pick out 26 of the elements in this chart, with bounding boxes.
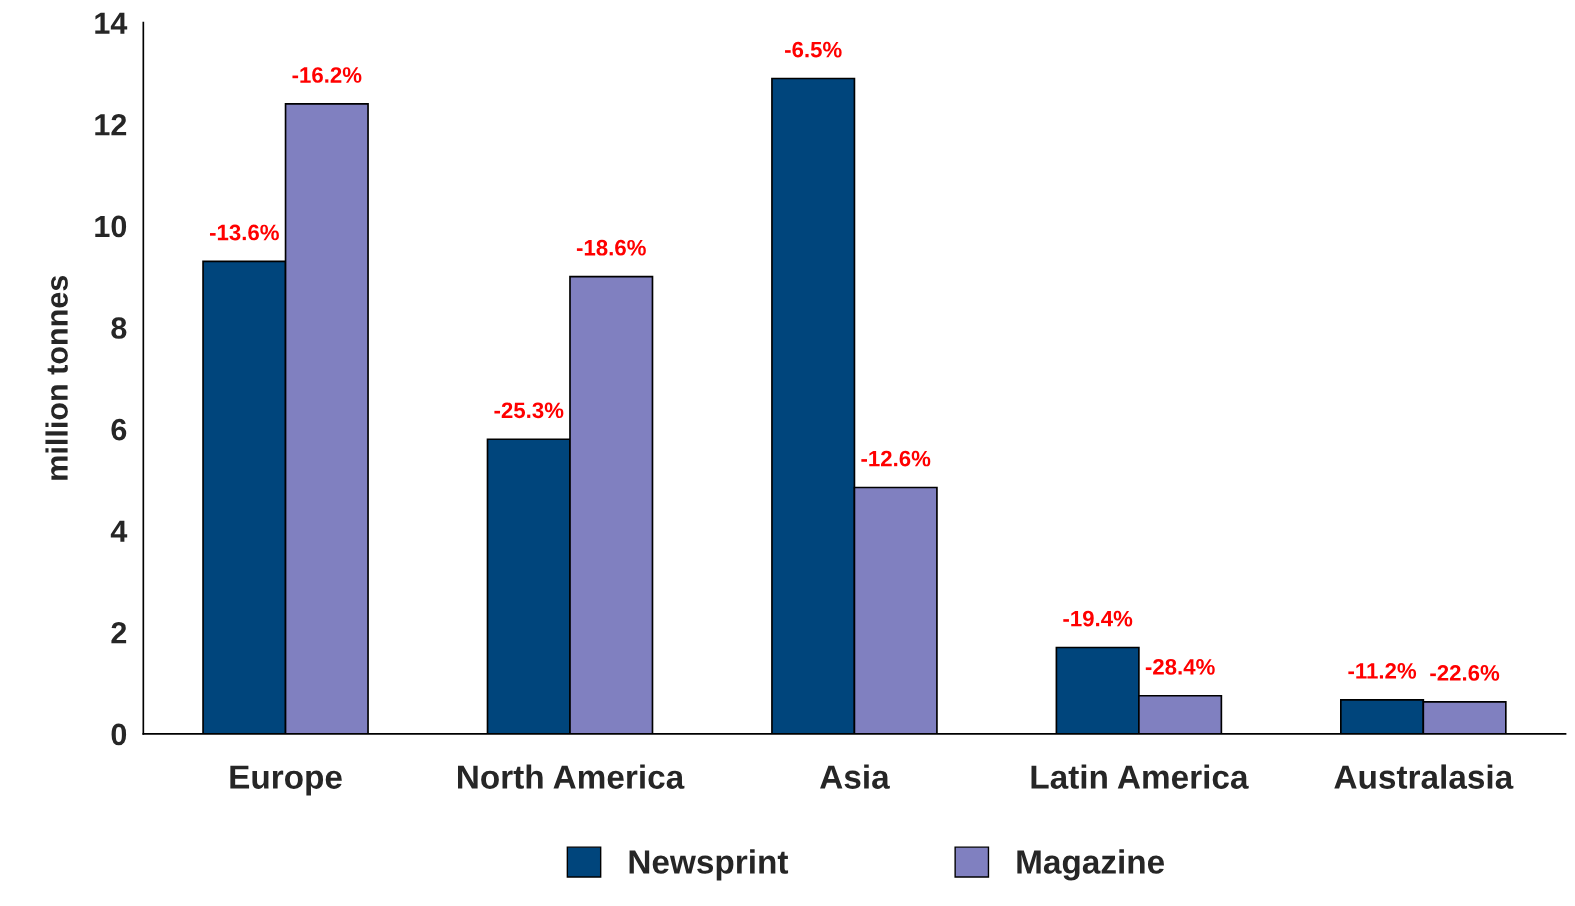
y-tick-label: 4 <box>110 520 128 542</box>
x-tick-label: Asia <box>820 764 890 789</box>
annotation: -28.4% <box>1145 658 1215 675</box>
x-tick-label: Europe <box>230 765 342 796</box>
annotation: -25.3% <box>494 402 564 419</box>
y-tick-label: 14 <box>95 12 128 34</box>
annotation: -13.6% <box>209 224 279 241</box>
y-tick-label: 2 <box>111 621 127 644</box>
annotation: -12.6% <box>861 450 931 467</box>
legend-label: Newsprint <box>629 849 789 881</box>
x-tick-label: Latin America <box>1031 764 1249 789</box>
annotation: -6.5% <box>785 41 842 58</box>
y-tick-label: 0 <box>111 723 127 746</box>
y-axis-title: million tonnes <box>45 275 68 480</box>
annotation: -19.4% <box>1063 610 1133 627</box>
annotation: -11.2% <box>1348 663 1417 679</box>
annotation: -16.2% <box>292 67 362 83</box>
legend-label: Magazine <box>1017 849 1165 881</box>
y-tick-label: 10 <box>95 215 127 238</box>
annotation: -18.6% <box>576 239 646 256</box>
x-tick-label: Australasia <box>1334 764 1514 789</box>
x-tick-label: North America <box>458 764 685 789</box>
annotation: -22.6% <box>1430 665 1500 681</box>
y-tick-label: 8 <box>111 317 127 339</box>
y-tick-label: 12 <box>95 113 127 136</box>
y-tick-label: 6 <box>111 418 127 441</box>
